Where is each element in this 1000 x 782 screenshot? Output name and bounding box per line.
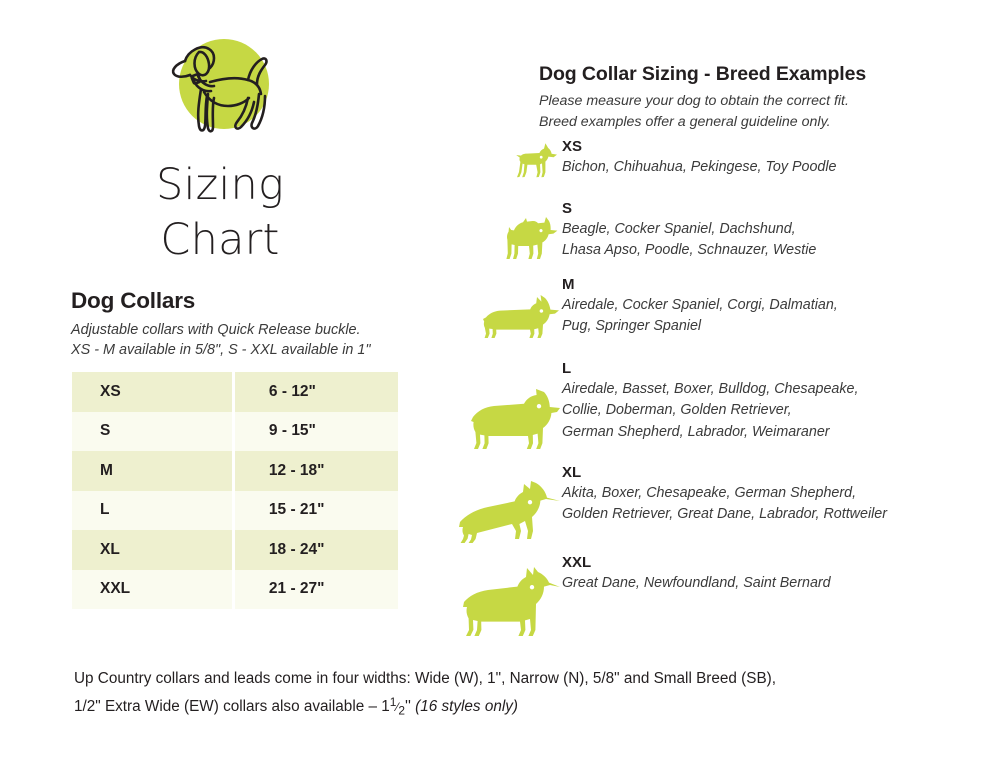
breed-names-line: Beagle, Cocker Spaniel, Dachshund, [562,220,796,237]
table-row: M 12 - 18" [72,451,398,491]
list-item: S Beagle, Cocker Spaniel, Dachshund, Lha… [450,200,1000,276]
table-cell-size: XXL [72,569,235,609]
list-item: L Airedale, Basset, Boxer, Bulldog, Ches… [450,360,1000,464]
breed-names-line: Golden Retriever, Great Dane, Labrador, … [562,506,888,523]
right-column: Dog Collar Sizing - Breed Examples Pleas… [450,0,1000,660]
footer-fraction-numerator: 1 [389,695,397,710]
footer-fraction-denominator: 2 [398,703,406,718]
breed-examples-list: XS Bichon, Chihuahua, Pekingese, Toy Poo… [450,138,1000,636]
table-row: S 9 - 15" [72,411,398,451]
table-row: L 15 - 21" [72,490,398,530]
breed-examples-note-line2: Breed examples offer a general guideline… [539,113,831,130]
footer-line-1: Up Country collars and leads come in fou… [74,670,777,687]
breed-size-label: XS [562,138,583,155]
collar-size-table: XS 6 - 12" S 9 - 15" M 12 - 18" L 15 - 2… [72,372,398,609]
breed-text: S Beagle, Cocker Spaniel, Dachshund, Lha… [562,200,1000,264]
footer-fraction: 1⁄2 [389,695,406,718]
breed-names-line: Lhasa Apso, Poodle, Schnauzer, Westie [562,242,817,259]
breed-text: L Airedale, Basset, Boxer, Bulldog, Ches… [562,360,1000,445]
brand-logo: Sizing Chart [70,32,370,268]
breed-size-label: L [562,360,572,377]
breed-names-line: Collie, Doberman, Golden Retriever, [562,402,792,419]
footer-note: Up Country collars and leads come in fou… [74,666,954,721]
corgi-silhouette-icon [450,294,562,342]
footer-line-2-text: 1/2" Extra Wide (EW) collars also availa… [74,698,390,716]
left-column: Sizing Chart Dog Collars Adjustable coll… [0,0,450,660]
breed-names-line: Airedale, Basset, Boxer, Bulldog, Chesap… [562,380,859,397]
table-cell-range: 18 - 24" [233,530,398,570]
table-cell-range: 15 - 21" [233,490,398,530]
logo-wordmark-line2: Chart [160,215,280,266]
breed-size-label: M [562,276,575,293]
dog-collars-note-line2: XS - M available in 5/8", S - XXL availa… [71,342,371,359]
breed-examples-note-line1: Please measure your dog to obtain the co… [539,93,849,109]
breed-size-label: S [562,200,573,217]
breed-examples-note: Please measure your dog to obtain the co… [539,91,979,133]
terrier-silhouette-icon [450,216,562,264]
footer-line-2: 1/2" Extra Wide (EW) collars also availa… [74,692,954,721]
breed-text: XXL Great Dane, Newfoundland, Saint Bern… [562,554,1000,596]
footer-inch-marks: '' [405,698,411,716]
breed-names-line: Great Dane, Newfoundland, Saint Bernard [562,574,831,591]
dog-collars-heading: Dog Collars [71,288,196,313]
dog-collars-note-line1: Adjustable collars with Quick Release bu… [71,322,361,338]
german-shepherd-silhouette-icon [450,480,562,546]
breed-names-line: Bichon, Chihuahua, Pekingese, Toy Poodle [562,158,837,175]
list-item: XS Bichon, Chihuahua, Pekingese, Toy Poo… [450,138,1000,200]
breed-text: XS Bichon, Chihuahua, Pekingese, Toy Poo… [562,138,1000,180]
breed-names-line: Airedale, Cocker Spaniel, Corgi, Dalmati… [562,296,838,313]
table-row: XL 18 - 24" [72,530,398,570]
breed-examples-heading: Dog Collar Sizing - Breed Examples [539,63,867,85]
table-cell-range: 6 - 12" [233,372,398,412]
golden-retriever-silhouette-icon [450,388,562,454]
logo-wordmark: Sizing Chart [70,158,370,268]
breed-size-label: XL [562,464,582,481]
table-row: XXL 21 - 27" [72,569,398,609]
table-cell-size: S [72,411,235,451]
list-item: XXL Great Dane, Newfoundland, Saint Bern… [450,554,1000,636]
dog-with-collar-logo-icon [152,32,288,150]
table-cell-size: L [72,490,235,530]
table-cell-range: 9 - 15" [233,411,398,451]
breed-names-line: German Shepherd, Labrador, Weimaraner [562,423,830,440]
table-cell-range: 12 - 18" [233,451,398,491]
breed-text: XL Akita, Boxer, Chesapeake, German Shep… [562,464,1000,528]
dog-collars-note: Adjustable collars with Quick Release bu… [71,320,431,361]
table-cell-size: XS [72,372,235,412]
breed-names-line: Pug, Springer Spaniel [562,318,702,335]
great-dane-silhouette-icon [450,566,562,640]
logo-wordmark-line1: Sizing [155,160,285,210]
breed-size-label: XXL [562,554,592,571]
chihuahua-silhouette-icon [450,142,562,182]
footer-styles-note: (16 styles only) [415,698,518,716]
list-item: M Airedale, Cocker Spaniel, Corgi, Dalma… [450,276,1000,360]
table-row: XS 6 - 12" [72,372,398,412]
table-cell-size: M [72,451,235,491]
breed-names-line: Akita, Boxer, Chesapeake, German Shepher… [562,484,857,501]
breed-text: M Airedale, Cocker Spaniel, Corgi, Dalma… [562,276,1000,340]
list-item: XL Akita, Boxer, Chesapeake, German Shep… [450,464,1000,554]
table-cell-size: XL [72,530,235,570]
table-cell-range: 21 - 27" [233,569,398,609]
